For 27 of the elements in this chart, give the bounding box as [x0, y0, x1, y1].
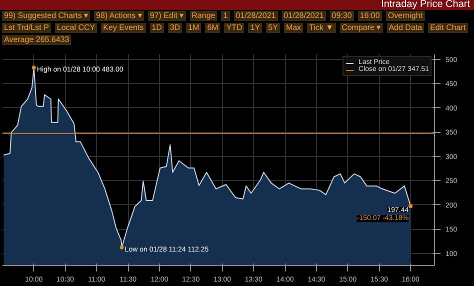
text: 3D	[168, 23, 182, 33]
text: 1	[221, 11, 230, 21]
text: 1Y	[248, 23, 262, 33]
text: Tick ▼	[307, 23, 336, 33]
text: 97) Edit ▾	[148, 11, 186, 21]
text: 1D	[150, 23, 164, 33]
text: 1M	[186, 23, 202, 33]
text: Compare ▾	[340, 23, 383, 33]
text: Overnight	[386, 11, 425, 21]
text: Add Data	[386, 23, 424, 33]
text: Max	[284, 23, 304, 33]
text: 09:30	[330, 11, 354, 21]
text: 5Y	[266, 23, 280, 33]
text: Key Events	[101, 23, 146, 33]
text: Edit Chart	[428, 23, 468, 33]
text: 98) Actions ▾	[94, 11, 144, 21]
chart-title: Intraday Price Chart	[0, 0, 474, 10]
text: Range	[190, 11, 218, 21]
text: Average 265.6433	[2, 35, 72, 45]
text: 01/28/2021	[282, 11, 326, 21]
text: YTD	[224, 23, 244, 33]
text: Local CCY	[54, 23, 98, 33]
text: 6M	[205, 23, 220, 33]
text: 16:00	[358, 11, 382, 21]
text: 01/28/2021	[234, 11, 278, 21]
text: 99) Suggested Charts ▾	[2, 11, 90, 21]
text: Lst Trd/Lst P	[2, 23, 51, 33]
